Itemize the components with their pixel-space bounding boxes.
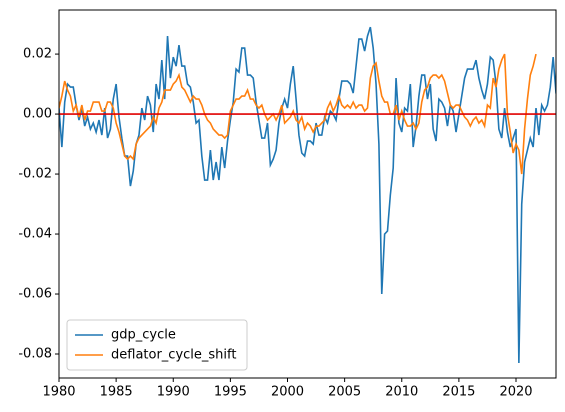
series-line bbox=[59, 53, 537, 175]
x-tick-label: 2010 bbox=[385, 385, 418, 400]
x-tick-label: 2020 bbox=[499, 385, 532, 400]
x-tick-label: 2000 bbox=[271, 385, 304, 400]
x-tick-label: 1980 bbox=[42, 385, 75, 400]
y-tick-label: 0.00 bbox=[23, 107, 52, 122]
y-tick-label: -0.08 bbox=[18, 347, 52, 362]
legend-label: deflator_cycle_shift bbox=[111, 348, 236, 363]
y-tick-label: -0.02 bbox=[18, 167, 52, 182]
x-tick-label: 1985 bbox=[100, 385, 133, 400]
series-line bbox=[59, 26, 556, 364]
legend-box bbox=[66, 319, 248, 371]
x-tick-label: 2005 bbox=[328, 385, 361, 400]
x-tick-label: 1995 bbox=[214, 385, 247, 400]
plot-frame bbox=[58, 9, 557, 379]
x-tick-label: 1990 bbox=[157, 385, 190, 400]
y-tick-label: -0.04 bbox=[18, 227, 52, 242]
legend-label: gdp_cycle bbox=[111, 328, 176, 343]
x-tick-label: 2015 bbox=[442, 385, 475, 400]
y-tick-label: 0.02 bbox=[23, 47, 52, 62]
y-tick-label: -0.06 bbox=[18, 287, 52, 302]
